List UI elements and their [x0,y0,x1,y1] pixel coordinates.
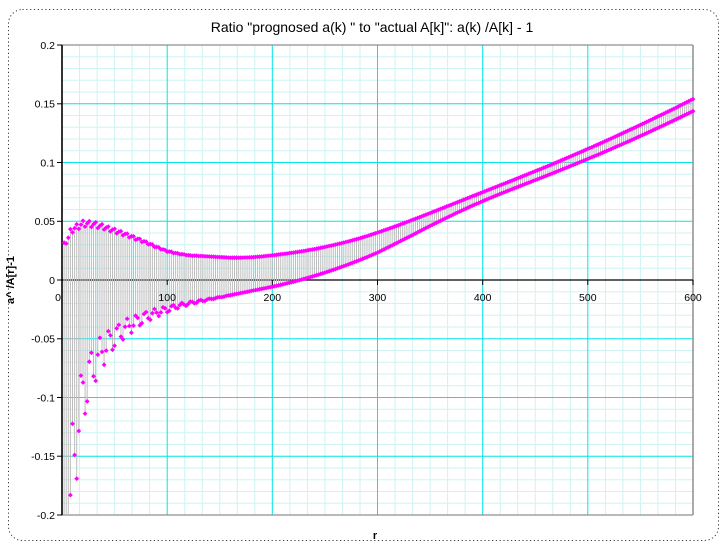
y-tick-label: 0.1 [40,157,55,169]
y-tick-label: 0.05 [35,216,56,228]
x-axis-title: r [373,530,378,542]
y-tick-label: -0.2 [37,510,55,522]
hi-lo-stems [63,99,694,515]
y-tick-label: -0.15 [31,451,55,463]
y-tick-label: -0.1 [37,392,55,404]
major-gridlines [62,45,693,515]
axis-ticks-and-labels: 0.2 0.15 0.1 0.05 0 -0.05 -0.1 -0.15 -0.2 0 100 200… [31,40,702,522]
y-tick-label: -0.05 [31,334,55,346]
x-tick-label: 200 [264,292,282,304]
x-tick-label: 400 [474,292,492,304]
x-tick-label: 600 [684,292,702,304]
x-tick-label: 500 [579,292,597,304]
y-tick-label: 0.15 [35,99,56,111]
y-tick-label: 0 [49,275,55,287]
y-axis-title: a^ /A[r]-1 [5,256,17,304]
x-tick-label: 300 [369,292,387,304]
x-tick-label: 100 [158,292,176,304]
x-tick-label: 0 [55,292,61,304]
chart-outer-frame [8,9,719,541]
series-markers [61,96,696,498]
y-tick-label: 0.2 [40,40,55,52]
chart-title: Ratio "prognosed a(k) " to "actual A[k]"… [211,19,534,35]
